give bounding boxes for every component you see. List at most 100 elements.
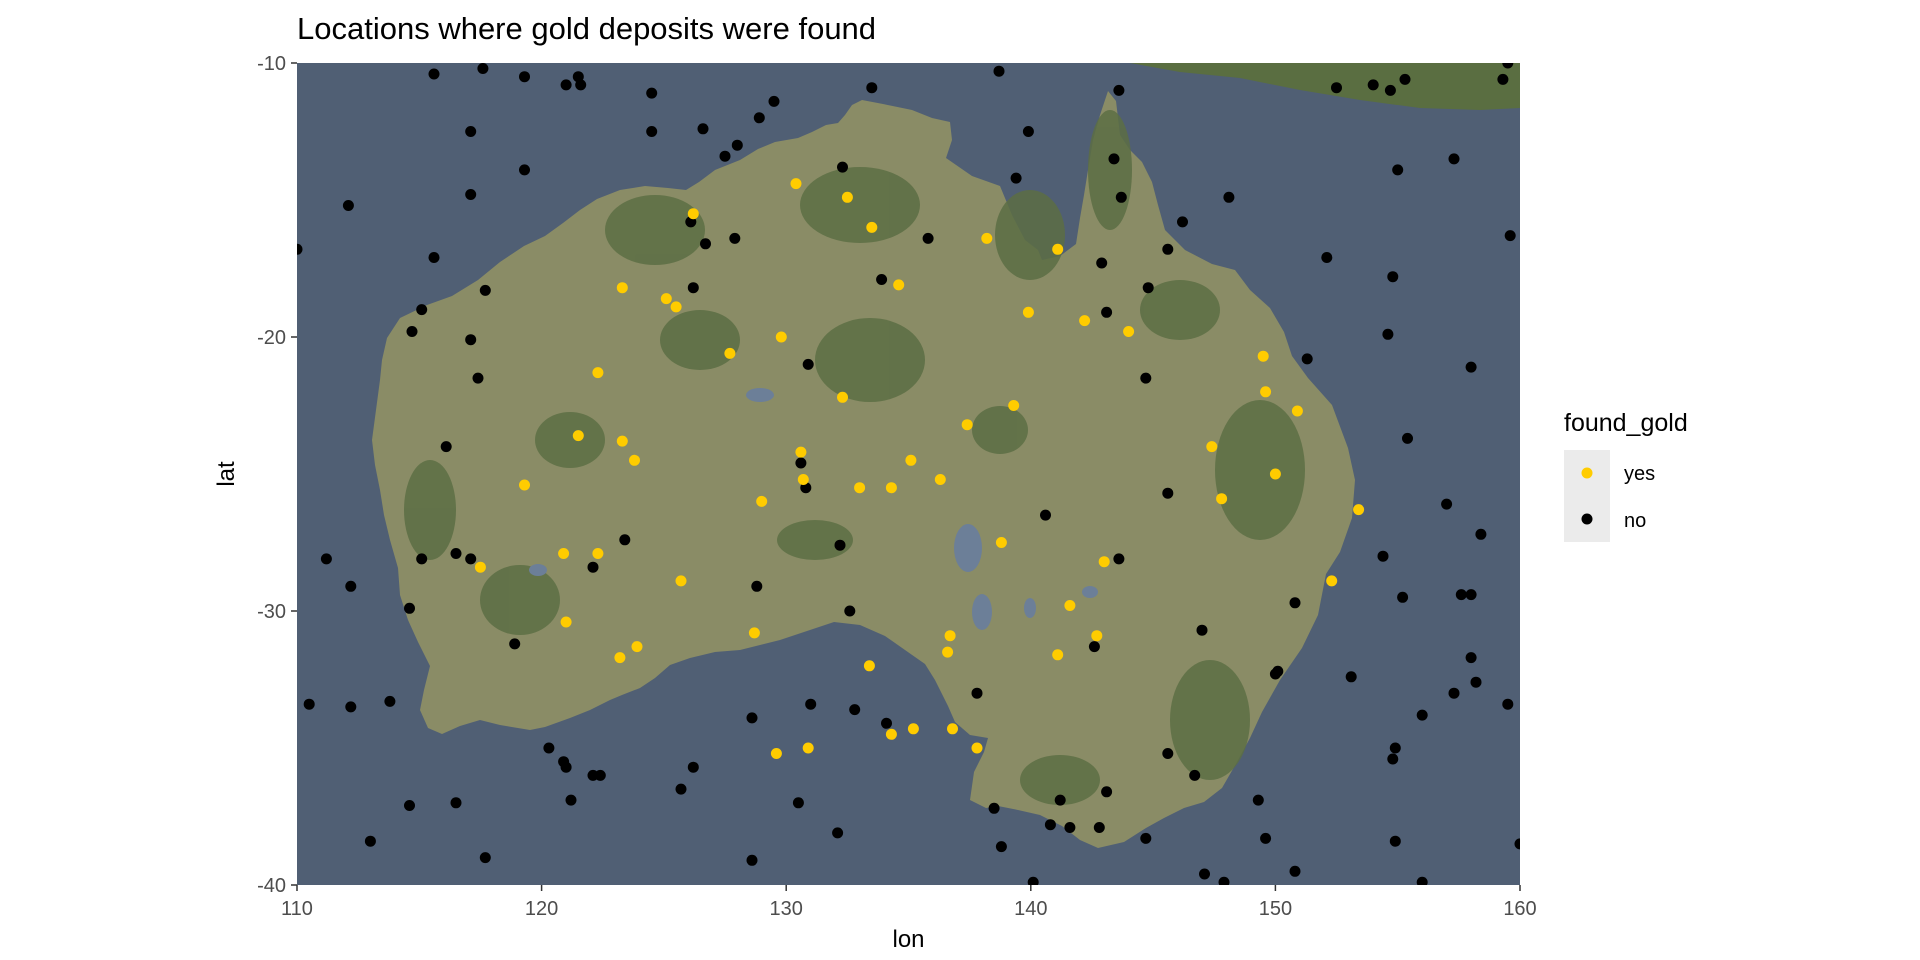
point-no-87 (1196, 624, 1208, 636)
point-no-68 (619, 534, 631, 546)
point-no-82 (1397, 591, 1409, 603)
point-yes-16 (837, 391, 848, 403)
point-no-139 (1514, 838, 1520, 850)
y-tick-label: -10 (257, 53, 286, 75)
point-yes-51 (942, 646, 954, 658)
point-no-61 (1402, 432, 1413, 444)
point-no-120 (1054, 794, 1066, 806)
x-tick-label: 120 (525, 898, 558, 920)
point-no-8 (753, 112, 765, 124)
point-yes-25 (1206, 441, 1218, 453)
point-no-33 (342, 200, 354, 211)
new-guinea (1100, 63, 1520, 110)
x-tick-label: 140 (1014, 898, 1047, 920)
point-no-85 (509, 638, 521, 650)
point-no-89 (1272, 665, 1284, 677)
point-no-132 (746, 854, 758, 866)
point-no-19 (1399, 73, 1411, 85)
chart-title: Locations where gold deposits were found (297, 11, 876, 46)
point-no-36 (729, 232, 741, 244)
point-no-58 (472, 372, 484, 384)
point-no-26 (1108, 153, 1120, 165)
point-no-25 (1010, 172, 1022, 184)
point-no-32 (465, 189, 477, 200)
point-no-17 (1367, 79, 1379, 91)
y-axis-title: lat (213, 461, 240, 487)
point-no-56 (1301, 353, 1313, 365)
point-no-69 (834, 539, 846, 551)
point-no-53 (1382, 328, 1394, 340)
x-tick-label: 110 (281, 898, 313, 920)
legend-key-yes (1581, 467, 1593, 479)
point-no-27 (1115, 191, 1127, 203)
point-no-75 (1113, 553, 1125, 565)
point-no-52 (1101, 306, 1113, 318)
point-no-15 (1113, 84, 1125, 96)
point-no-95 (345, 701, 357, 713)
point-yes-19 (629, 454, 640, 466)
point-yes-23 (1260, 386, 1272, 398)
point-no-12 (866, 82, 878, 94)
point-no-9 (697, 123, 709, 135)
legend-key-no (1581, 513, 1593, 525)
point-yes-42 (1326, 575, 1338, 587)
point-yes-0 (790, 178, 802, 190)
point-no-70 (320, 553, 332, 565)
point-yes-8 (670, 301, 682, 313)
point-no-123 (364, 835, 376, 847)
legend-label-no: no (1624, 510, 1646, 532)
point-no-5 (575, 79, 587, 91)
point-yes-24 (1291, 405, 1303, 417)
point-no-3 (560, 79, 572, 91)
point-yes-41 (1098, 556, 1110, 568)
point-no-112 (1189, 769, 1201, 781)
point-yes-5 (687, 208, 699, 220)
point-yes-52 (1052, 649, 1064, 661)
point-no-31 (519, 164, 530, 176)
legend-label-yes: yes (1624, 463, 1655, 485)
y-tick-label: -40 (257, 875, 286, 897)
point-no-28 (1223, 191, 1235, 203)
point-no-11 (465, 126, 477, 137)
point-no-109 (675, 783, 687, 795)
point-no-108 (594, 769, 606, 781)
point-no-48 (687, 282, 699, 294)
y-axis-ticks: -10 -20 -30 -40 (257, 53, 297, 897)
point-yes-15 (592, 367, 604, 379)
point-no-43 (1321, 252, 1333, 263)
point-yes-36 (1353, 504, 1365, 516)
point-no-16 (1331, 82, 1342, 94)
map-panel (297, 63, 1520, 885)
point-no-13 (993, 65, 1005, 77)
point-no-128 (1140, 832, 1152, 844)
point-yes-9 (893, 279, 905, 291)
point-no-41 (297, 243, 303, 255)
point-no-102 (1416, 709, 1428, 721)
point-no-134 (1027, 876, 1039, 885)
point-no-90 (1345, 671, 1357, 683)
point-yes-59 (802, 742, 814, 754)
point-no-116 (450, 797, 462, 809)
point-yes-40 (995, 537, 1007, 548)
point-no-73 (465, 553, 477, 565)
point-yes-37 (474, 561, 486, 573)
point-no-40 (1096, 257, 1108, 269)
point-no-51 (406, 326, 418, 337)
point-no-0 (428, 68, 440, 80)
point-no-21 (1502, 63, 1514, 69)
y-tick-label: -30 (257, 601, 286, 623)
point-no-78 (404, 602, 415, 614)
point-no-92 (1470, 676, 1482, 688)
point-no-47 (1142, 282, 1154, 294)
point-no-66 (1441, 498, 1453, 510)
point-no-65 (1040, 509, 1051, 521)
legend-title: found_gold (1564, 409, 1688, 437)
point-no-35 (700, 238, 711, 250)
point-no-91 (1465, 652, 1477, 664)
point-yes-57 (971, 742, 983, 754)
point-no-117 (565, 794, 577, 806)
point-no-121 (1101, 786, 1113, 798)
point-no-55 (802, 358, 814, 370)
point-no-74 (587, 561, 599, 573)
point-no-72 (450, 548, 462, 559)
